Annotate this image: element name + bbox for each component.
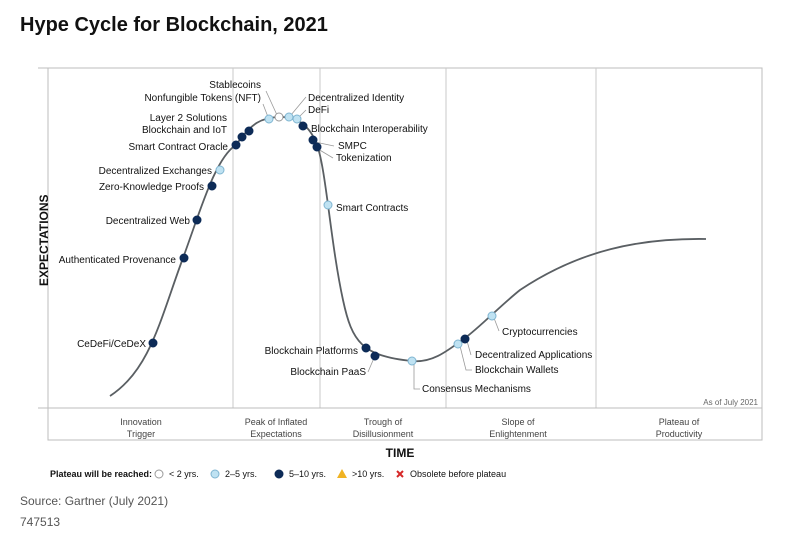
x-axis-label: TIME (386, 446, 415, 460)
phase-label-plateau-of-productivity-line2: Productivity (656, 429, 703, 439)
leader-cryptocurrencies (493, 317, 500, 332)
legend-gt10-swatch (337, 469, 347, 478)
label-decentralized-identity: Decentralized Identity (308, 93, 404, 104)
marker-zero-knowledge-proofs (207, 181, 217, 191)
label-tokenization: Tokenization (336, 153, 392, 164)
label-blockchain-platforms: Blockchain Platforms (265, 346, 358, 357)
label-stablecoins: Stablecoins (209, 80, 261, 91)
marker-blockchain-wallets (453, 339, 463, 349)
legend-obsolete-swatch (396, 470, 404, 478)
phase-label-trough-of-disillusionment-line1: Trough of (364, 417, 403, 427)
marker-cryptocurrencies (487, 311, 497, 321)
chart-title: Hype Cycle for Blockchain, 2021 (20, 14, 328, 36)
legend-title: Plateau will be reached: (50, 469, 152, 479)
label-nonfungible-tokens-nft: Nonfungible Tokens (NFT) (144, 93, 261, 104)
technology-labels: CeDeFi/CeDeX Authenticated Provenance Dece… (59, 80, 593, 395)
label-consensus-mechanisms: Consensus Mechanisms (422, 384, 531, 395)
legend-lt2-label: < 2 yrs. (169, 469, 199, 479)
leader-blockchain-wallets (459, 345, 472, 371)
label-authenticated-provenance: Authenticated Provenance (59, 255, 177, 266)
marker-cedefi-cedex (148, 338, 158, 348)
marker-decentralized-applications (460, 334, 470, 344)
legend-gt10-label: >10 yrs. (352, 469, 384, 479)
label-smart-contract-oracle: Smart Contract Oracle (129, 142, 229, 153)
label-decentralized-applications: Decentralized Applications (475, 350, 592, 361)
label-cedefi-cedex: CeDeFi/CeDeX (77, 339, 146, 350)
legend-5to10-swatch (274, 469, 284, 479)
hype-cycle-chart: Innovation Trigger Peak of Inflated Expecta… (37, 67, 763, 479)
marker-layer-2-solutions (244, 126, 254, 136)
marker-defi (292, 114, 302, 124)
leader-decentralized-identity (290, 96, 307, 116)
leader-decentralized-applications (466, 340, 472, 356)
label-blockchain-wallets: Blockchain Wallets (475, 365, 559, 376)
marker-blockchain-and-iot (237, 132, 247, 142)
marker-smart-contract-oracle (231, 140, 241, 150)
phase-label-slope-of-enlightenment-line1: Slope of (501, 417, 535, 427)
phase-label-innovation-trigger-line2: Trigger (127, 429, 155, 439)
marker-nonfungible-tokens-nft (264, 114, 274, 124)
phase-label-innovation-trigger-line1: Innovation (120, 417, 162, 427)
plot-frame (47, 67, 763, 409)
phase-labels: Innovation Trigger Peak of Inflated Expecta… (120, 417, 703, 439)
label-zero-knowledge-proofs: Zero-Knowledge Proofs (99, 182, 204, 193)
phase-label-trough-of-disillusionment-line2: Disillusionment (353, 429, 414, 439)
technology-markers (148, 112, 497, 366)
marker-authenticated-provenance (179, 253, 189, 263)
marker-smpc (308, 135, 318, 145)
marker-smart-contracts (323, 200, 333, 210)
marker-blockchain-platforms (361, 343, 371, 353)
marker-stablecoins (274, 112, 284, 122)
marker-blockchain-interoperability (298, 121, 308, 131)
legend-5to10-label: 5–10 yrs. (289, 469, 326, 479)
marker-decentralized-identity (284, 112, 294, 122)
leader-tokenization (317, 148, 334, 159)
leader-consensus-mechanisms (413, 363, 420, 390)
label-blockchain-interoperability: Blockchain Interoperability (311, 124, 428, 135)
label-blockchain-and-iot: Blockchain and IoT (142, 125, 227, 136)
label-layer-2-solutions: Layer 2 Solutions (150, 113, 227, 124)
leader-stablecoins (265, 90, 278, 116)
phase-label-plateau-of-productivity-line1: Plateau of (659, 417, 700, 427)
legend-lt2-swatch (154, 469, 164, 479)
label-defi: DeFi (308, 105, 329, 116)
legend: Plateau will be reached: < 2 yrs. 2–5 yrs.… (50, 469, 506, 479)
label-decentralized-web: Decentralized Web (106, 216, 191, 227)
phase-label-peak-of-inflated-expectations-line1: Peak of Inflated (245, 417, 308, 427)
label-decentralized-exchanges: Decentralized Exchanges (99, 166, 212, 177)
marker-tokenization (312, 142, 322, 152)
phase-label-slope-of-enlightenment-line2: Enlightenment (489, 429, 547, 439)
legend-2to5-swatch (210, 469, 220, 479)
marker-decentralized-exchanges (215, 165, 225, 175)
marker-decentralized-web (192, 215, 202, 225)
y-axis-label: EXPECTATIONS (37, 194, 51, 286)
label-blockchain-paas: Blockchain PaaS (290, 367, 366, 378)
source-note: Source: Gartner (July 2021) (20, 494, 169, 508)
phase-label-peak-of-inflated-expectations-line2: Expectations (250, 429, 302, 439)
legend-obsolete-label: Obsolete before plateau (410, 469, 506, 479)
as-of-label: As of July 2021 (703, 398, 758, 407)
leader-blockchain-paas (367, 357, 375, 373)
phase-band (47, 407, 763, 441)
legend-2to5-label: 2–5 yrs. (225, 469, 257, 479)
label-smpc: SMPC (338, 141, 367, 152)
label-cryptocurrencies: Cryptocurrencies (502, 327, 578, 338)
marker-consensus-mechanisms (407, 356, 417, 366)
marker-blockchain-paas (370, 351, 380, 361)
label-smart-contracts: Smart Contracts (336, 203, 408, 214)
document-id: 747513 (20, 515, 61, 529)
leader-nonfungible-tokens-nft (262, 103, 269, 118)
